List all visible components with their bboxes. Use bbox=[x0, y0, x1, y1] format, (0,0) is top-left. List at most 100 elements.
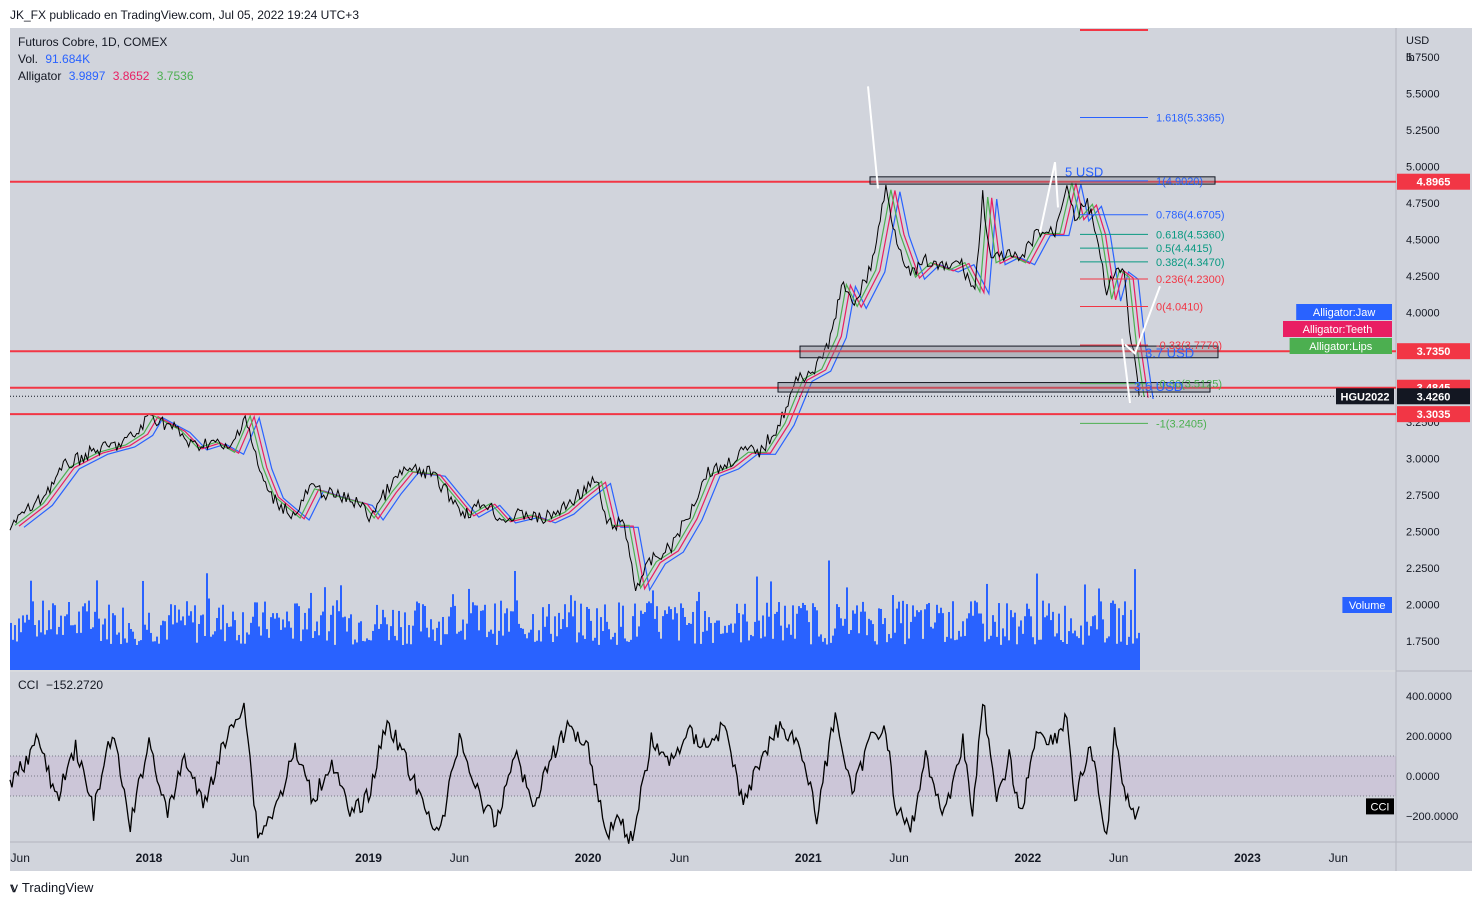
volume-bar bbox=[366, 638, 368, 670]
volume-bar bbox=[154, 641, 156, 670]
symbol-legend[interactable]: Futuros Cobre, 1D, COMEX bbox=[18, 35, 167, 49]
volume-bar bbox=[594, 637, 596, 670]
cci-legend[interactable]: CCI −152.2720 bbox=[18, 678, 103, 692]
tradingview-logo[interactable]: 𝕧 TradingView bbox=[10, 880, 93, 896]
volume-bar bbox=[1102, 619, 1104, 670]
volume-bar bbox=[772, 638, 774, 670]
volume-bar bbox=[442, 616, 444, 670]
volume-bar bbox=[770, 581, 772, 670]
volume-bar bbox=[104, 618, 106, 670]
volume-bar bbox=[1024, 616, 1026, 670]
volume-bar bbox=[532, 614, 534, 670]
volume-bar bbox=[226, 623, 228, 670]
volume-bar bbox=[508, 631, 510, 670]
volume-bar bbox=[694, 643, 696, 670]
volume-bar bbox=[724, 625, 726, 670]
alligator-legend[interactable]: Alligator 3.9897 3.8652 3.7536 bbox=[18, 69, 194, 83]
volume-bar bbox=[804, 604, 806, 670]
fibonacci-level-label: -0.33(3.7770) bbox=[1156, 340, 1222, 352]
volume-bar bbox=[630, 639, 632, 670]
volume-bar bbox=[902, 600, 904, 670]
indicator-tag: Volume bbox=[1349, 600, 1386, 612]
volume-bar bbox=[890, 638, 892, 670]
volume-bar bbox=[892, 595, 894, 670]
volume-bar bbox=[790, 634, 792, 670]
volume-bar bbox=[874, 641, 876, 670]
volume-bar bbox=[828, 560, 830, 670]
volume-bar bbox=[1078, 638, 1080, 670]
volume-bar bbox=[112, 613, 114, 670]
volume-bar bbox=[1068, 631, 1070, 670]
volume-bar bbox=[1020, 620, 1022, 670]
volume-bar bbox=[556, 636, 558, 670]
volume-bar bbox=[546, 616, 548, 670]
volume-bar bbox=[592, 640, 594, 670]
volume-bar bbox=[168, 615, 170, 670]
volume-bar bbox=[62, 634, 64, 670]
volume-bar bbox=[172, 624, 174, 670]
volume-bar bbox=[1016, 644, 1018, 670]
volume-bar bbox=[1128, 636, 1130, 670]
volume-bar bbox=[472, 602, 474, 670]
volume-bar bbox=[776, 611, 778, 670]
chart-publish-header: JK_FX publicado en TradingView.com, Jul … bbox=[10, 8, 359, 22]
cci-axis-tick: 400.0000 bbox=[1406, 691, 1452, 703]
volume-bar bbox=[186, 601, 188, 670]
volume-bar bbox=[698, 591, 700, 670]
volume-bar bbox=[826, 644, 828, 670]
volume-bar bbox=[810, 644, 812, 670]
pattern-line bbox=[1124, 285, 1161, 356]
volume-bar bbox=[196, 642, 198, 670]
volume-bar bbox=[736, 603, 738, 670]
volume-bar bbox=[992, 615, 994, 670]
volume-bar bbox=[1006, 603, 1008, 670]
volume-bar bbox=[884, 618, 886, 670]
fibonacci-level-label: 1.618(5.3365) bbox=[1156, 113, 1225, 125]
price-axis-unit: USD bbox=[1406, 35, 1429, 47]
volume-bar bbox=[324, 587, 326, 670]
volume-bar bbox=[862, 601, 864, 670]
volume-bar bbox=[434, 640, 436, 670]
volume-bar bbox=[504, 613, 506, 670]
volume-bar bbox=[842, 625, 844, 670]
volume-bar bbox=[682, 607, 684, 670]
volume-bar bbox=[1076, 636, 1078, 670]
volume-bar bbox=[248, 634, 250, 670]
volume-bar bbox=[554, 616, 556, 670]
volume-bar bbox=[832, 635, 834, 670]
volume-bar bbox=[278, 617, 280, 670]
volume-bar bbox=[384, 617, 386, 670]
volume-bar bbox=[750, 634, 752, 670]
volume-bar bbox=[148, 612, 150, 670]
cci-tag: CCI bbox=[1371, 801, 1390, 813]
price-axis-tick: 5.2500 bbox=[1406, 125, 1440, 137]
volume-legend[interactable]: Vol. 91.684K bbox=[18, 52, 90, 66]
volume-bar bbox=[128, 623, 130, 670]
volume-bar bbox=[742, 614, 744, 670]
volume-bar bbox=[814, 607, 816, 670]
volume-bar bbox=[412, 625, 414, 670]
volume-bar bbox=[634, 603, 636, 670]
volume-bar bbox=[284, 627, 286, 670]
volume-bar bbox=[68, 602, 70, 670]
volume-bar bbox=[422, 604, 424, 670]
volume-bar bbox=[166, 639, 168, 670]
volume-bar bbox=[966, 618, 968, 670]
volume-bar bbox=[12, 639, 14, 670]
pattern-line bbox=[1121, 338, 1131, 404]
volume-bar bbox=[568, 612, 570, 670]
volume-bar bbox=[254, 602, 256, 670]
volume-bar bbox=[860, 611, 862, 670]
volume-bar bbox=[952, 601, 954, 670]
volume-bar bbox=[816, 610, 818, 670]
volume-bar bbox=[1030, 616, 1032, 670]
volume-bar bbox=[978, 613, 980, 670]
volume-bar bbox=[184, 625, 186, 670]
volume-bar bbox=[582, 635, 584, 670]
volume-bar bbox=[900, 623, 902, 670]
volume-bar bbox=[134, 638, 136, 670]
volume-bar bbox=[676, 613, 678, 670]
volume-bar bbox=[1082, 644, 1084, 670]
time-axis-tick: Jun bbox=[450, 851, 469, 865]
volume-bar bbox=[260, 635, 262, 670]
